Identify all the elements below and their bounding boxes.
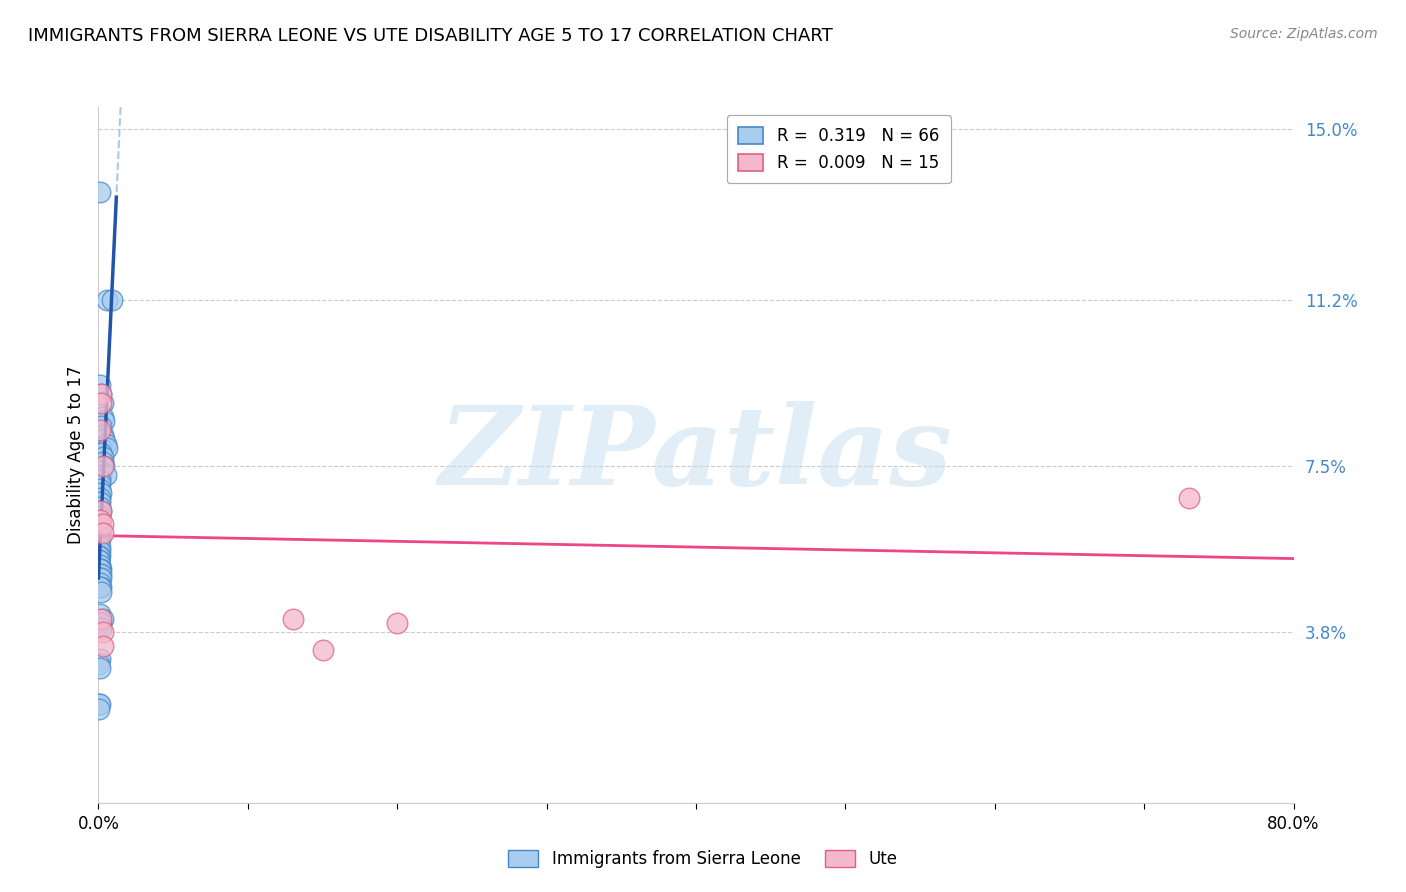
Point — [1178, 491, 1201, 505]
Point — [90, 387, 112, 401]
Text: ZIPatlas: ZIPatlas — [439, 401, 953, 508]
Point — [89, 526, 111, 541]
Point — [93, 432, 115, 446]
Point — [89, 531, 111, 545]
Point — [89, 697, 111, 711]
Point — [89, 517, 111, 532]
Point — [89, 491, 111, 505]
Y-axis label: Disability Age 5 to 17: Disability Age 5 to 17 — [66, 366, 84, 544]
Point — [90, 418, 112, 433]
Point — [89, 549, 111, 563]
Point — [89, 513, 111, 527]
Point — [91, 612, 114, 626]
Point — [89, 553, 111, 567]
Point — [90, 612, 112, 626]
Point — [89, 482, 111, 496]
Point — [93, 414, 115, 428]
Legend: R =  0.319   N = 66, R =  0.009   N = 15: R = 0.319 N = 66, R = 0.009 N = 15 — [727, 115, 950, 184]
Point — [89, 508, 111, 523]
Point — [385, 616, 409, 631]
Point — [89, 566, 111, 581]
Point — [89, 504, 111, 518]
Point — [311, 643, 333, 657]
Point — [281, 612, 304, 626]
Point — [89, 549, 111, 563]
Point — [91, 396, 114, 410]
Point — [89, 571, 111, 585]
Point — [89, 701, 111, 715]
Point — [90, 621, 112, 635]
Point — [90, 580, 112, 594]
Point — [91, 625, 114, 640]
Point — [90, 504, 112, 518]
Point — [90, 486, 112, 500]
Point — [93, 459, 115, 474]
Point — [89, 657, 111, 671]
Point — [94, 468, 117, 483]
Point — [89, 652, 111, 666]
Point — [91, 639, 114, 653]
Point — [89, 535, 111, 549]
Point — [90, 396, 112, 410]
Point — [96, 441, 118, 455]
Point — [89, 661, 111, 675]
Point — [90, 445, 112, 459]
Point — [89, 378, 111, 392]
Point — [90, 562, 112, 576]
Point — [89, 477, 111, 491]
Point — [91, 427, 114, 442]
Point — [90, 566, 112, 581]
Point — [89, 553, 111, 567]
Point — [89, 186, 111, 200]
Point — [90, 584, 112, 599]
Point — [89, 575, 111, 590]
Point — [91, 455, 114, 469]
Text: Source: ZipAtlas.com: Source: ZipAtlas.com — [1230, 27, 1378, 41]
Point — [89, 513, 111, 527]
Point — [89, 540, 111, 554]
Point — [89, 580, 111, 594]
Point — [89, 607, 111, 622]
Point — [89, 495, 111, 509]
Text: IMMIGRANTS FROM SIERRA LEONE VS UTE DISABILITY AGE 5 TO 17 CORRELATION CHART: IMMIGRANTS FROM SIERRA LEONE VS UTE DISA… — [28, 27, 832, 45]
Point — [89, 464, 111, 478]
Point — [89, 558, 111, 572]
Point — [96, 293, 118, 307]
Point — [90, 504, 112, 518]
Point — [89, 522, 111, 536]
Point — [91, 517, 114, 532]
Point — [91, 409, 114, 424]
Legend: Immigrants from Sierra Leone, Ute: Immigrants from Sierra Leone, Ute — [502, 843, 904, 875]
Point — [90, 387, 112, 401]
Point — [90, 571, 112, 585]
Point — [89, 500, 111, 514]
Point — [89, 697, 111, 711]
Point — [91, 450, 114, 465]
Point — [89, 544, 111, 558]
Point — [90, 441, 112, 455]
Point — [91, 526, 114, 541]
Point — [90, 616, 112, 631]
Point — [90, 468, 112, 483]
Point — [89, 423, 111, 437]
Point — [89, 473, 111, 487]
Point — [91, 459, 114, 474]
Point — [89, 562, 111, 576]
Point — [101, 293, 124, 307]
Point — [89, 531, 111, 545]
Point — [94, 436, 117, 450]
Point — [89, 544, 111, 558]
